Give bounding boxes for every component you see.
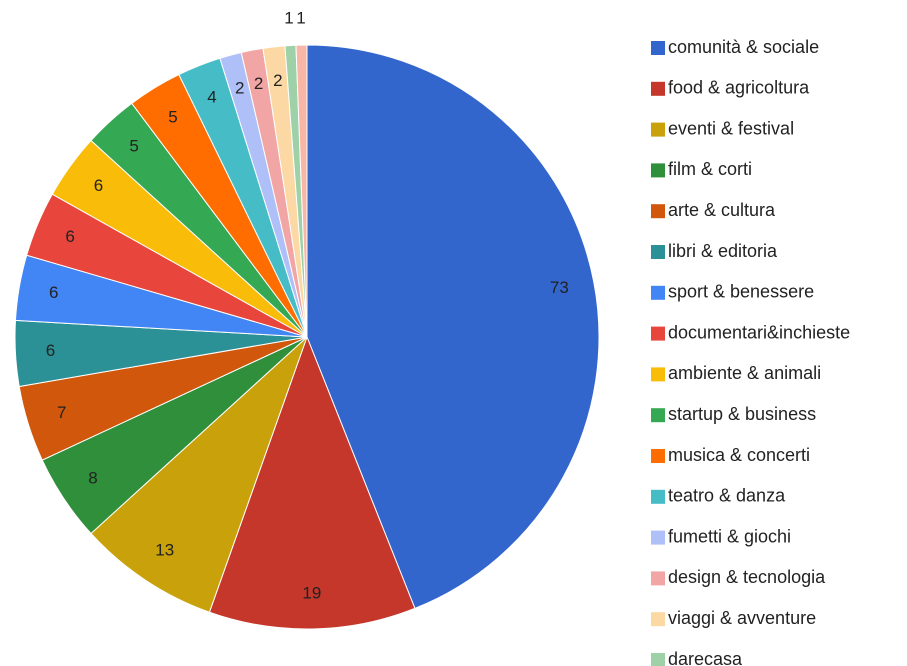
legend-swatch bbox=[651, 612, 665, 627]
slice-label: 7 bbox=[57, 403, 66, 422]
legend-swatch bbox=[651, 367, 665, 382]
legend-label: food & agricoltura bbox=[668, 78, 810, 98]
legend-swatch bbox=[651, 408, 665, 423]
pie-slice bbox=[208, 335, 416, 630]
slice-label: 19 bbox=[302, 583, 321, 602]
legend-label: fumetti & giochi bbox=[668, 526, 791, 546]
slice-label: 6 bbox=[94, 176, 103, 195]
legend-swatch bbox=[651, 204, 665, 219]
legend-label: comunità & sociale bbox=[668, 37, 819, 57]
legend-swatch bbox=[651, 530, 665, 545]
legend-label: teatro & danza bbox=[668, 486, 786, 506]
legend-swatch bbox=[651, 81, 665, 96]
legend-swatch bbox=[651, 245, 665, 259]
slice-label: 2 bbox=[235, 78, 244, 97]
legend-swatch bbox=[651, 489, 665, 504]
legend-label: ambiente & animali bbox=[668, 363, 821, 383]
legend-label: film & corti bbox=[668, 159, 752, 179]
slice-label: 5 bbox=[129, 136, 138, 155]
slice-label: 1 bbox=[284, 9, 293, 28]
legend-swatch bbox=[651, 449, 665, 463]
legend-swatch bbox=[651, 653, 665, 666]
legend-label: arte & cultura bbox=[668, 200, 776, 220]
legend-label: musica & concerti bbox=[668, 445, 810, 465]
slice-label: 6 bbox=[46, 341, 55, 360]
slice-label: 8 bbox=[88, 469, 97, 488]
legend-label: sport & benessere bbox=[668, 282, 814, 302]
legend-label: darecasa bbox=[668, 649, 743, 666]
legend-label: eventi & festival bbox=[668, 118, 794, 138]
slice-label: 5 bbox=[168, 107, 177, 126]
slice-label: 4 bbox=[207, 88, 216, 107]
legend-swatch bbox=[651, 163, 665, 178]
slice-label: 13 bbox=[155, 540, 174, 559]
legend-label: viaggi & avventure bbox=[668, 608, 816, 628]
pie-slice bbox=[306, 44, 600, 609]
slice-label: 2 bbox=[254, 74, 263, 93]
legend-swatch bbox=[651, 41, 665, 55]
legend-swatch bbox=[651, 122, 665, 137]
legend-label: startup & business bbox=[668, 404, 816, 424]
legend-swatch bbox=[651, 326, 665, 341]
legend-label: libri & editoria bbox=[668, 241, 778, 261]
slice-label: 6 bbox=[49, 283, 58, 302]
slice-label: 2 bbox=[273, 71, 282, 90]
pie-slice bbox=[90, 336, 308, 613]
legend-swatch bbox=[651, 285, 665, 300]
legend-label: design & tecnologia bbox=[668, 567, 826, 587]
legend-label: documentari&inchieste bbox=[668, 322, 850, 342]
pie-slice bbox=[295, 44, 308, 338]
slice-label: 73 bbox=[550, 278, 569, 297]
slice-label: 1 bbox=[296, 8, 305, 27]
legend-swatch bbox=[651, 571, 665, 586]
slice-label: 6 bbox=[65, 227, 74, 246]
